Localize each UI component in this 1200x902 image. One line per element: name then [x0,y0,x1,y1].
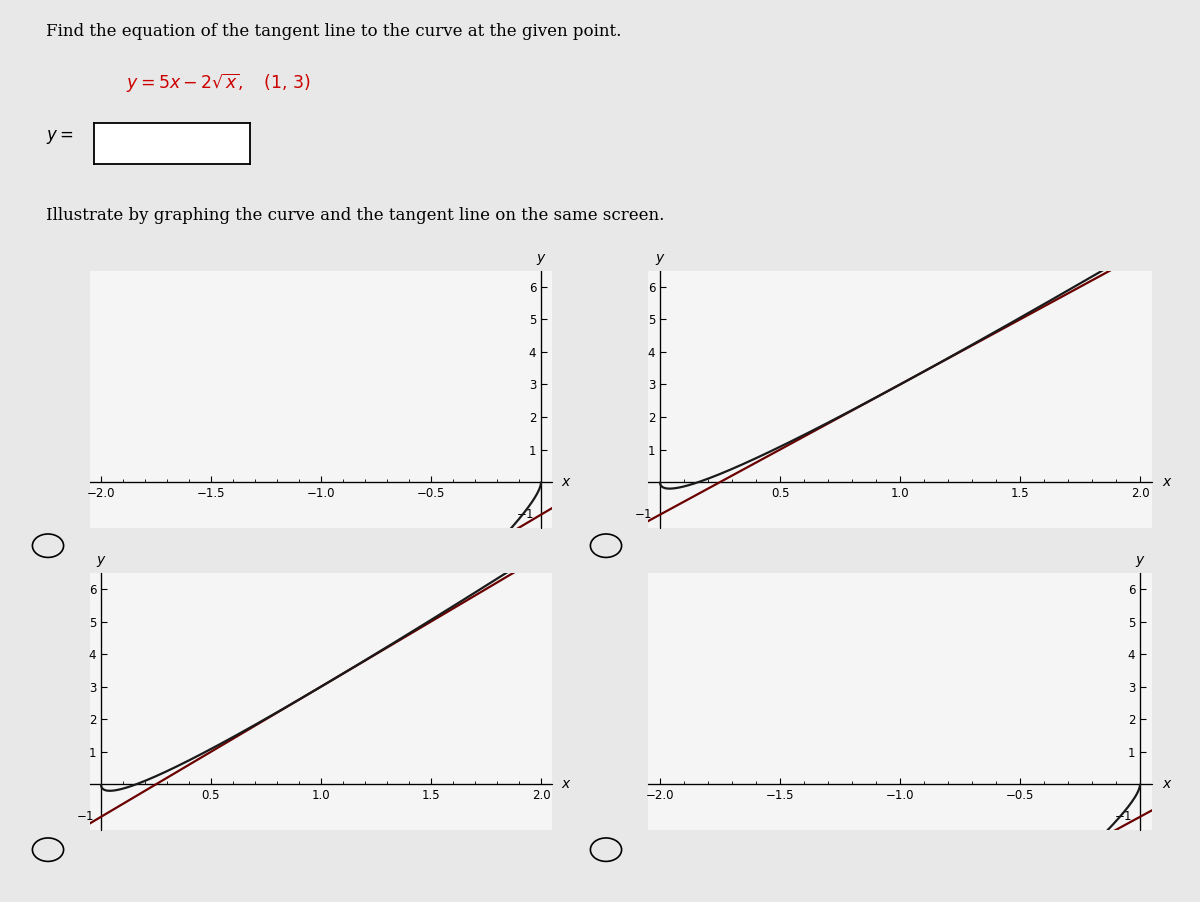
Text: $y$: $y$ [96,554,107,569]
Text: $y$: $y$ [655,252,665,267]
Text: $x$: $x$ [562,475,572,489]
Text: $y$: $y$ [535,252,546,267]
Text: $y =$: $y =$ [46,128,73,146]
Text: $-1$: $-1$ [1115,810,1133,824]
Text: Illustrate by graphing the curve and the tangent line on the same screen.: Illustrate by graphing the curve and the… [46,207,664,225]
Text: $x$: $x$ [562,778,572,791]
Text: $-1$: $-1$ [516,508,534,521]
Text: $y = 5x - 2\sqrt{x},\quad (1,\,3)$: $y = 5x - 2\sqrt{x},\quad (1,\,3)$ [126,72,311,96]
Text: $-1$: $-1$ [76,810,94,824]
Text: Find the equation of the tangent line to the curve at the given point.: Find the equation of the tangent line to… [46,23,620,40]
Text: $y$: $y$ [1135,554,1145,569]
Text: $-1$: $-1$ [635,508,653,521]
Text: $x$: $x$ [1162,475,1172,489]
Text: $x$: $x$ [1162,778,1172,791]
